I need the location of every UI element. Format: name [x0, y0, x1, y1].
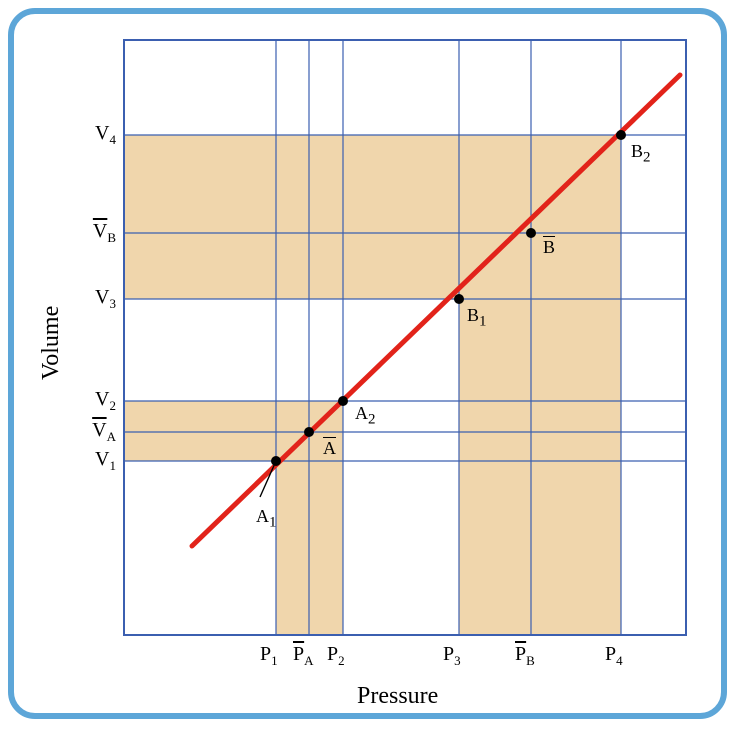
xtick-PB: PB	[515, 643, 535, 669]
x-axis-label: Pressure	[357, 683, 438, 710]
shade-h-B	[124, 135, 621, 299]
ptlabel-Abar: A	[323, 438, 336, 459]
ytick-VB: VB	[93, 220, 116, 246]
chart-svg	[0, 0, 735, 751]
ytick-VA: VA	[92, 419, 116, 445]
ptlabel-B2: B2	[631, 141, 651, 167]
point-Abar	[304, 427, 314, 437]
ytick-V1: V1	[95, 448, 116, 474]
xtick-P1: P1	[260, 643, 278, 669]
xtick-P2: P2	[327, 643, 345, 669]
point-A1	[271, 456, 281, 466]
xtick-P3: P3	[443, 643, 461, 669]
ytick-V3: V3	[95, 286, 116, 312]
point-B1	[454, 294, 464, 304]
point-B2	[616, 130, 626, 140]
point-Bbar	[526, 228, 536, 238]
ptlabel-Bbar: B	[543, 237, 555, 258]
ytick-V2: V2	[95, 388, 116, 414]
xtick-PA: PA	[293, 643, 314, 669]
ytick-V4: V4	[95, 122, 116, 148]
point-A2	[338, 396, 348, 406]
figure: Volume Pressure V1 VA V2 V3 VB V4 P1 PA P2 P3 PB P4…	[0, 0, 735, 751]
shade-v-B	[459, 299, 621, 635]
y-axis-label: Volume	[38, 305, 65, 379]
ptlabel-A1: A1	[256, 506, 277, 532]
ptlabel-A2: A2	[355, 403, 376, 429]
ptlabel-B1: B1	[467, 305, 487, 331]
xtick-P4: P4	[605, 643, 623, 669]
